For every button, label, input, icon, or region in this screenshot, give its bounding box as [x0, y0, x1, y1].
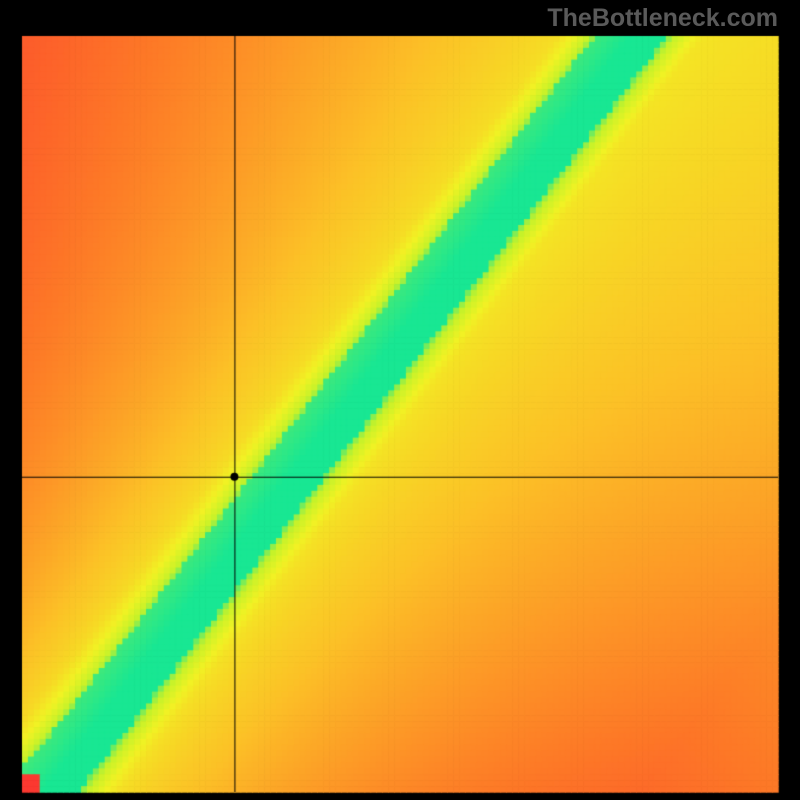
watermark-text: TheBottleneck.com: [547, 4, 778, 33]
chart-container: TheBottleneck.com: [0, 0, 800, 800]
bottleneck-heatmap: [0, 0, 800, 800]
